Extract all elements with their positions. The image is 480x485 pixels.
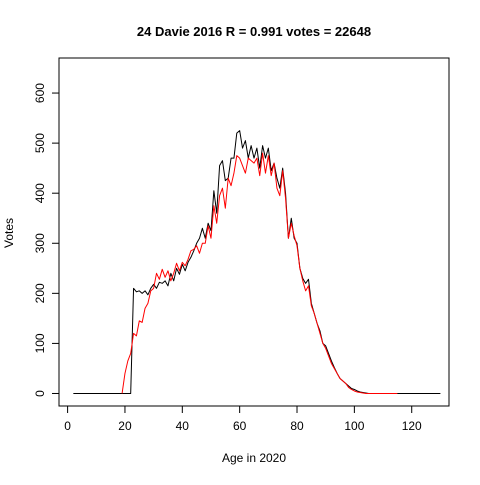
x-tick-label: 20 bbox=[118, 419, 132, 433]
series-line-2 bbox=[121, 152, 398, 394]
x-tick-label: 0 bbox=[64, 419, 71, 433]
y-tick-label: 200 bbox=[33, 283, 47, 303]
series-layer bbox=[73, 130, 441, 394]
y-axis-label: Votes bbox=[2, 218, 16, 248]
y-tick-label: 0 bbox=[33, 390, 47, 397]
y-tick-label: 100 bbox=[33, 333, 47, 353]
y-tick-label: 400 bbox=[33, 183, 47, 203]
x-tick-label: 100 bbox=[344, 419, 364, 433]
y-tick-label: 500 bbox=[33, 133, 47, 153]
x-tick-label: 60 bbox=[233, 419, 247, 433]
axes-layer: 0 20 40 60 80 100 120 0 100 200 300 400 500 600 bbox=[33, 83, 422, 433]
x-tick-label: 80 bbox=[290, 419, 304, 433]
x-axis-label: Age in 2020 bbox=[222, 451, 286, 465]
chart-title: 24 Davie 2016 R = 0.991 votes = 22648 bbox=[137, 24, 371, 39]
y-tick-label: 300 bbox=[33, 233, 47, 253]
x-tick-label: 120 bbox=[402, 419, 422, 433]
y-tick-label: 600 bbox=[33, 83, 47, 103]
x-tick-label: 40 bbox=[176, 419, 190, 433]
